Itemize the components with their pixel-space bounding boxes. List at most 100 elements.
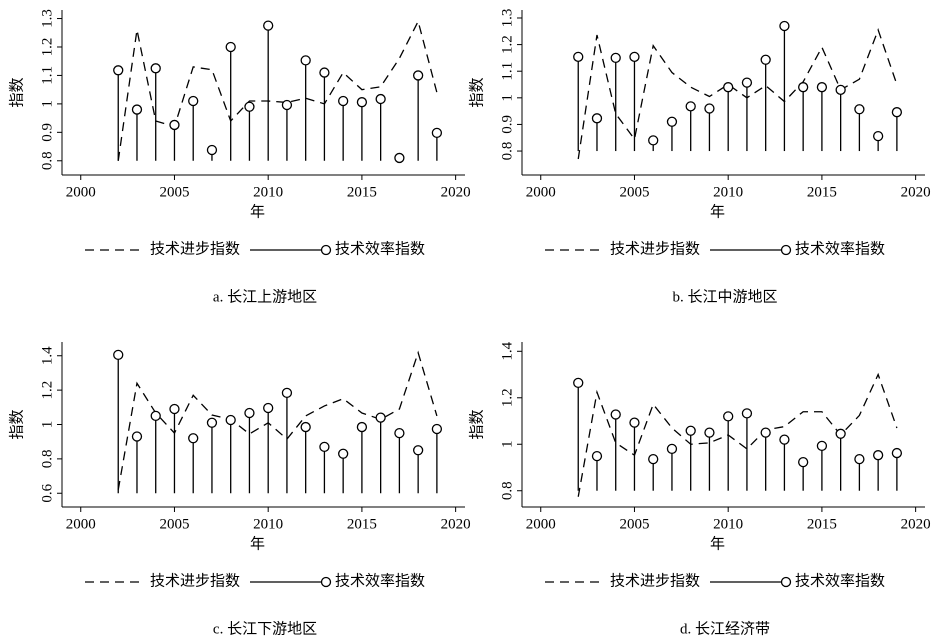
x-tick-label: 2020 [441, 184, 471, 200]
stem-marker [375, 412, 386, 423]
x-tick-label: 2010 [253, 184, 283, 200]
stem-marker [854, 104, 865, 115]
progress-line [117, 350, 438, 490]
stem-marker [206, 144, 218, 156]
y-tick-label: 1.4 [499, 341, 515, 360]
x-tick-label: 2015 [807, 516, 837, 532]
x-tick-label: 2015 [347, 516, 377, 532]
legend-label: 技术效率指数 [795, 572, 885, 589]
stem-marker [891, 107, 903, 118]
stem-marker [150, 410, 161, 422]
stem-marker [113, 349, 124, 361]
y-axis-label: 指数 [8, 409, 25, 439]
x-tick-label: 2000 [526, 516, 556, 532]
panel-caption: a. 长江上游地区 [213, 288, 317, 305]
legend-label: 技术效率指数 [335, 572, 425, 589]
stem-marker [760, 427, 771, 438]
stem-marker [872, 450, 884, 461]
stem-marker [206, 417, 218, 428]
legend-label: 技术进步指数 [610, 240, 700, 257]
stem-marker [300, 55, 311, 66]
progress-line [577, 372, 898, 497]
stem-marker [854, 453, 865, 465]
x-axis-label: 年 [710, 203, 725, 220]
x-axis-label: 年 [250, 535, 265, 552]
y-tick-label: 0.9 [39, 123, 55, 142]
legend-marker [320, 244, 332, 256]
y-tick-label: 1.2 [499, 388, 515, 407]
y-tick-label: 0.8 [499, 481, 515, 500]
stem-marker [338, 95, 349, 107]
x-tick-label: 2000 [66, 184, 96, 200]
stem-marker [319, 441, 330, 452]
stem-marker [281, 387, 293, 399]
stem-marker [319, 67, 330, 78]
y-tick-label: 0.8 [499, 142, 515, 161]
legend-label: 技术进步指数 [610, 572, 700, 589]
y-tick-label: 1.3 [39, 9, 55, 28]
x-tick-label: 2020 [441, 516, 471, 532]
y-tick-label: 1.1 [499, 62, 515, 81]
stem-marker [723, 82, 734, 93]
x-tick-label: 2010 [253, 516, 283, 532]
x-tick-label: 2010 [713, 184, 743, 200]
stem-marker [338, 448, 349, 459]
x-tick-label: 2000 [66, 516, 96, 532]
legend-label: 技术效率指数 [795, 240, 885, 257]
stem-marker [779, 434, 790, 445]
y-tick-label: 1.2 [39, 381, 55, 400]
stem-marker [816, 440, 828, 452]
stem-marker [591, 113, 603, 124]
stem-marker [244, 101, 255, 112]
stem-marker [704, 103, 715, 114]
x-tick-label: 2005 [619, 184, 649, 200]
x-axis-label: 年 [710, 535, 725, 552]
stem-marker [244, 407, 255, 419]
stem-marker [610, 409, 621, 420]
stem-marker [300, 421, 311, 433]
x-tick-label: 2005 [159, 184, 189, 200]
stem-marker [891, 447, 903, 459]
y-axis-label: 指数 [468, 409, 485, 439]
stem-marker [591, 450, 603, 462]
x-tick-label: 2015 [347, 184, 377, 200]
stem-marker [685, 101, 696, 112]
stem-marker [356, 97, 368, 108]
x-axis-label: 年 [250, 203, 265, 220]
y-tick-label: 1.3 [499, 9, 515, 28]
stem-marker [704, 427, 715, 438]
stem-marker [685, 425, 696, 436]
stem-marker [648, 453, 659, 465]
stem-marker [835, 84, 846, 95]
x-tick-label: 2005 [619, 516, 649, 532]
stem-marker [666, 116, 678, 127]
stem-marker [225, 41, 236, 53]
y-tick-label: 1 [499, 441, 515, 449]
y-tick-label: 1.2 [39, 38, 55, 57]
stem-marker [573, 377, 584, 389]
stem-marker [723, 411, 734, 422]
stem-marker [666, 443, 678, 455]
stem-marker [573, 51, 584, 62]
legend-label: 技术进步指数 [150, 240, 240, 257]
stem-marker [798, 456, 809, 468]
stem-marker [394, 152, 405, 164]
y-tick-label: 1 [499, 94, 515, 102]
legend-marker [320, 576, 332, 588]
stem-marker [169, 119, 180, 131]
legend-label: 技术进步指数 [150, 572, 240, 589]
y-tick-label: 1 [39, 100, 55, 108]
x-tick-label: 2000 [526, 184, 556, 200]
x-tick-label: 2010 [713, 516, 743, 532]
stem-marker [169, 403, 180, 415]
stem-marker [431, 423, 443, 435]
stem-marker [375, 93, 386, 105]
stem-marker [113, 65, 124, 76]
stem-marker [835, 428, 846, 439]
y-tick-label: 0.8 [39, 450, 55, 469]
y-axis-label: 指数 [8, 77, 25, 107]
stem-marker [816, 82, 828, 93]
stem-marker [225, 414, 236, 426]
x-tick-label: 2015 [807, 184, 837, 200]
y-tick-label: 1.1 [39, 66, 55, 85]
